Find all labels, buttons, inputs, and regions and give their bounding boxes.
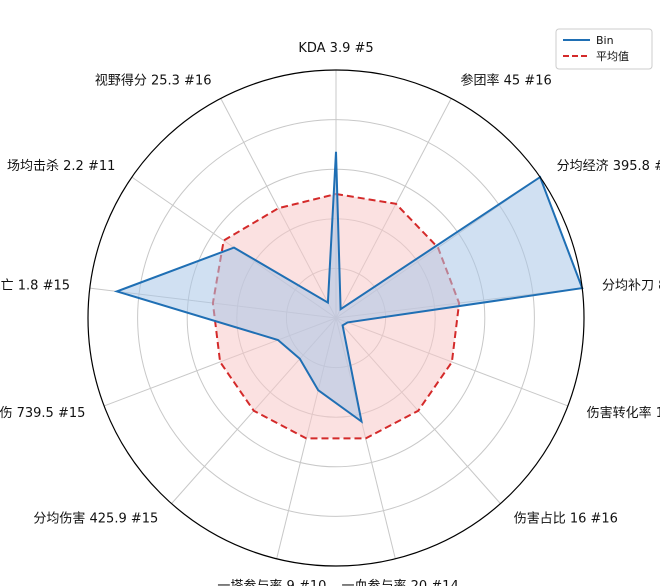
category-label-5: 伤害转化率 106 #16 xyxy=(587,405,660,421)
category-label-8: 一塔参与率 9 #10 xyxy=(217,578,326,586)
category-label-6: 伤害占比 16 #16 xyxy=(514,511,618,527)
category-label-7: 一血参与率 20 #14 xyxy=(341,578,458,586)
legend: Bin 平均值 xyxy=(556,29,652,69)
legend-label-1: Bin xyxy=(596,34,614,47)
category-label-3: 分均经济 395.8 #1 xyxy=(557,159,660,174)
category-label-2: 参团率 45 #16 xyxy=(461,73,552,89)
category-label-10: 分均承伤 739.5 #15 xyxy=(0,406,85,421)
category-label-4: 分均补刀 8.2 #1 xyxy=(602,279,660,294)
category-label-11: 场均死亡 1.8 #15 xyxy=(0,279,70,294)
legend-label-2: 平均值 xyxy=(596,50,629,63)
category-label-13: 视野得分 25.3 #16 xyxy=(95,73,212,89)
category-label-1: KDA 3.9 #5 xyxy=(298,41,373,56)
category-label-12: 场均击杀 2.2 #11 xyxy=(7,159,115,174)
category-label-9: 分均伤害 425.9 #15 xyxy=(33,511,158,527)
